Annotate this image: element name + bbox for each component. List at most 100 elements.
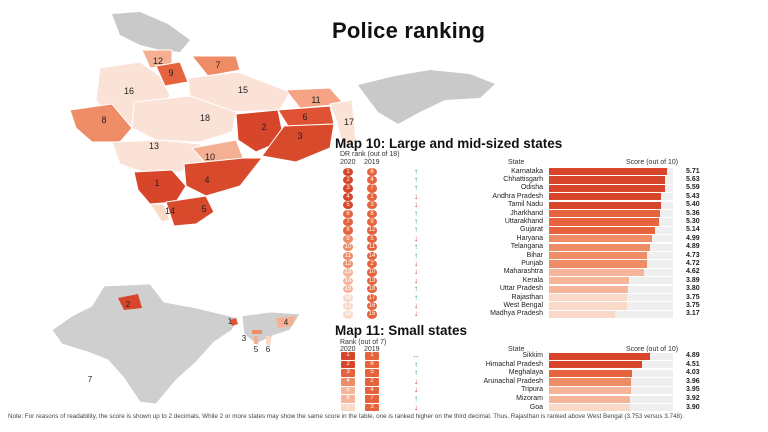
map-label-16: 16 [124,86,134,96]
score-track [549,378,673,386]
state-name: Chhattisgarh [503,175,543,183]
rank-2019: 18 [367,285,377,294]
score-track [549,268,673,277]
state-name: Arunachal Pradesh [483,377,543,385]
map-label-10: 10 [205,152,215,162]
small-map-label-4: 4 [284,318,289,327]
arrow-up-icon: ↑ [414,208,418,218]
score-track [549,168,673,176]
table-row: 8 12 ↑ Gujarat 5.14 [340,225,700,235]
arrow-up-icon: ↑ [414,225,418,235]
table-row: 7 9 ↑ Uttarakhand 5.30 [340,217,700,227]
rank-2020: 18 [343,310,353,319]
table-row: 6 7 ↑ Mizoram 3.92 [340,394,700,403]
score-bar [549,201,661,209]
rank-2019: 5 [367,234,377,244]
rank-2020: 11 [343,251,353,260]
score-value: 4.99 [686,234,700,242]
rank-2020: 3 [343,184,353,193]
state-name: Goa [529,403,543,411]
rank-2020: 1 [343,167,353,176]
score-bar [549,243,651,251]
map-label-13: 13 [149,141,159,151]
rank-2019: 12 [367,226,377,235]
table-row: 14 13 ↓ Kerala 3.89 [340,276,700,286]
score-track [549,176,673,184]
score-bar [549,260,647,268]
score-value: 5.71 [686,167,700,175]
state-name: Tamil Nadu [507,201,543,209]
map-region-1 [133,169,187,205]
table-row: 16 17 ↑ Rajasthan 3.75 [340,293,700,302]
score-track [549,361,673,369]
arrow-down-icon: ↓ [414,258,418,268]
map10-title: Map 10: Large and mid-sized states [335,136,563,151]
small-map-label-2: 2 [126,300,131,309]
arrow-down-icon: ↓ [414,300,418,310]
rank-2020: 5 [341,386,355,395]
map-region-jk-grey [112,12,190,52]
arrow-up-icon: ↑ [414,242,418,252]
score-bar [549,268,645,277]
score-value: 5.40 [686,201,700,209]
rank-2020: 16 [343,293,353,302]
rank-2020: 17 [343,301,353,311]
score-bar [549,378,631,386]
rank-2020: 10 [343,243,353,252]
score-bar [549,395,630,403]
small-map-india-outline [51,283,239,405]
arrow-both-icon: ↔ [412,351,420,360]
score-bar [549,235,653,243]
map-region-7 [190,55,241,77]
map11-title: Map 11: Small states [335,323,468,338]
score-value: 4.03 [686,369,700,377]
rank-2020: 15 [343,285,353,294]
state-name: Kerala [522,276,543,284]
state-name: Rajasthan [511,293,543,301]
arrow-down-icon: ↓ [414,376,418,386]
score-track [549,310,673,319]
small-map-label-7: 7 [88,375,93,384]
state-name: Uttar Pradesh [499,285,543,293]
map10-rank-label: DR rank (out of 18) [340,151,400,158]
table-row: 2 4 ↑ Chhattisgarh 5.63 [340,175,700,185]
small-map-label-5: 5 [254,345,259,354]
map11-col-2020: 2020 [340,346,356,353]
map-label-7: 7 [215,60,220,70]
score-track [549,226,673,235]
score-track [549,404,673,412]
score-track [549,252,673,260]
score-bar [549,285,628,293]
score-bar [549,218,659,226]
state-name: Mizoram [516,395,543,402]
table-row: 18 15 ↓ Madhya Pradesh 3.17 [340,309,700,319]
rank-2019: 15 [367,310,377,319]
map-region-northeast-grey [358,70,495,124]
score-value: 3.80 [686,285,700,293]
score-bar [549,369,633,377]
map11-col-score: Score (out of 10) [626,346,679,353]
state-name: Meghalaya [508,369,543,377]
score-bar [549,277,630,285]
map-region-5 [165,195,215,227]
rank-2019: 7 [365,395,379,403]
table-row: 9 5 ↓ Haryana 4.99 [340,234,700,244]
small-map-state-6 [266,336,272,346]
state-name: Bihar [526,251,543,259]
rank-2019: 2 [367,259,377,269]
score-value: 3.90 [686,403,700,411]
table-row: 15 18 ↑ Uttar Pradesh 3.80 [340,284,700,294]
map-label-11: 11 [311,95,320,105]
small-map-label-3: 3 [242,334,247,343]
rank-2020: 7 [343,217,353,227]
rank-2019: 6 [367,167,377,176]
state-name: Telangana [510,243,543,251]
state-name: Himachal Pradesh [485,360,543,368]
rank-2019: 9 [367,217,377,227]
map-label-18: 18 [200,113,210,123]
score-bar [549,302,627,310]
state-name: Maharashtra [503,268,543,276]
table-row: 7 3 ↓ Goa 3.90 [340,403,700,412]
score-bar [549,404,630,412]
